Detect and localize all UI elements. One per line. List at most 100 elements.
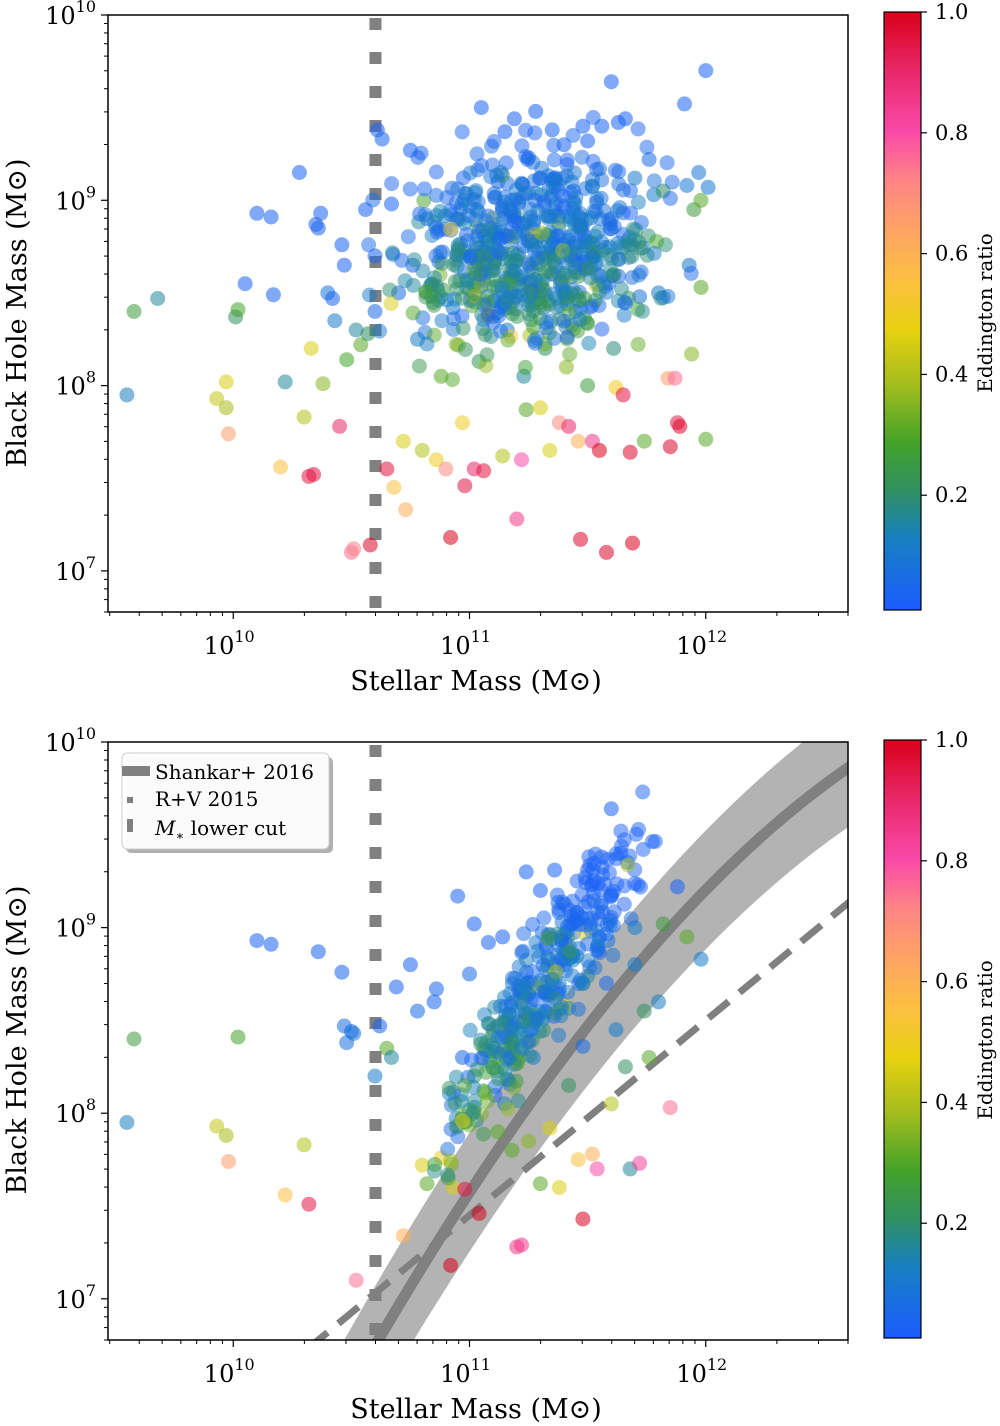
scatter-point (514, 138, 530, 154)
scatter-point (603, 1096, 619, 1112)
colorbar-tick-label: 0.6 (935, 242, 968, 266)
scatter-point (434, 256, 450, 271)
scatter-point (613, 823, 629, 839)
scatter-point (334, 964, 350, 980)
scatter-point (301, 1196, 317, 1212)
scatter-point (527, 333, 542, 348)
scatter-point (607, 162, 623, 178)
scatter-point (581, 849, 597, 865)
scatter-point (529, 1011, 544, 1026)
scatter-point (559, 152, 575, 168)
panel-bottom: 1010 1011 1012 107 108 109 1010 Stellar Mass … (2, 724, 997, 1425)
scatter-point (263, 936, 279, 952)
scatter-point (346, 1025, 362, 1041)
scatter-point (621, 236, 637, 252)
scatter-point (584, 179, 600, 195)
scatter-point (398, 502, 414, 518)
scatter-point (614, 281, 629, 297)
scatter-points (119, 784, 709, 1288)
scatter-point (439, 292, 455, 308)
scatter-point (617, 1059, 633, 1075)
scatter-point (463, 250, 478, 266)
scatter-point (594, 321, 610, 337)
scatter-point (510, 1093, 526, 1109)
scatter-point (630, 121, 646, 137)
scatter-point (517, 359, 533, 375)
scatter-point (610, 203, 626, 219)
scatter-point (310, 944, 326, 960)
scatter-point (542, 1120, 558, 1136)
x-axis-title: Stellar Mass (M⊙) (350, 666, 602, 697)
scatter-point (525, 154, 541, 170)
scatter-point (509, 309, 525, 324)
scatter-point (667, 370, 683, 386)
scatter-point (413, 145, 429, 161)
x-tick-label: 1012 (676, 1355, 727, 1388)
scatter-point (473, 1036, 489, 1052)
scatter-point (462, 165, 478, 181)
legend-label: R+V 2015 (155, 787, 259, 811)
scatter-point (249, 933, 265, 949)
scatter-point (218, 400, 234, 416)
scatter-point (683, 265, 699, 281)
colorbar-title: Eddington ratio (973, 233, 997, 393)
scatter-point (362, 537, 378, 553)
x-axis: 1010 1011 1012 (109, 612, 849, 660)
scatter-point (462, 1022, 478, 1038)
scatter-point (249, 205, 265, 221)
scatter-point (577, 917, 593, 933)
scatter-point (524, 237, 539, 253)
colorbar-title: Eddington ratio (973, 960, 997, 1120)
scatter-point (296, 1137, 312, 1153)
scatter-point (384, 1050, 399, 1065)
scatter-point (518, 864, 534, 880)
scatter-point (478, 1064, 494, 1080)
scatter-point (455, 1113, 471, 1129)
scatter-point (315, 376, 331, 392)
scatter-point (602, 261, 618, 277)
scatter-point (572, 312, 588, 328)
x-tick-label: 1011 (440, 627, 491, 660)
scatter-point (544, 122, 560, 138)
scatter-point (385, 247, 401, 262)
scatter-point (570, 433, 586, 449)
scatter-point (549, 926, 565, 942)
scatter-point (570, 1152, 586, 1168)
x-axis: 1010 1011 1012 (109, 1340, 849, 1388)
scatter-point (150, 291, 166, 306)
scatter-point (655, 916, 671, 932)
scatter-point (470, 263, 486, 279)
colorbar-tick-label: 0.8 (935, 849, 968, 873)
scatter-point (556, 198, 572, 214)
scatter-point (551, 937, 567, 953)
colorbar-tick-label: 0.4 (935, 362, 968, 386)
scatter-point (493, 280, 509, 296)
scatter-point (388, 979, 404, 995)
scatter-point (546, 152, 562, 168)
scatter-point (379, 461, 395, 477)
scatter-point (641, 1050, 657, 1065)
scatter-point (589, 254, 605, 270)
scatter-point (575, 118, 591, 134)
scatter-point (585, 110, 601, 125)
scatter-point (263, 209, 279, 225)
scatter-point (327, 313, 343, 329)
scatter-point (627, 170, 643, 186)
scatter-point (662, 190, 678, 206)
scatter-point (623, 911, 639, 927)
scatter-point (564, 174, 580, 190)
y-tick-label: 108 (55, 1095, 96, 1128)
scatter-point (383, 296, 399, 312)
scatter-point (603, 801, 619, 817)
scatter-point (434, 313, 450, 329)
scatter-point (516, 978, 532, 994)
scatter-point (547, 862, 563, 878)
scatter-point (384, 176, 400, 192)
scatter-point (555, 894, 570, 910)
scatter-point (400, 229, 416, 245)
scatter-point (471, 1205, 487, 1221)
scatter-point (443, 530, 459, 545)
scatter-point (693, 192, 709, 208)
scatter-point (526, 992, 542, 1008)
scatter-point (414, 1157, 430, 1173)
